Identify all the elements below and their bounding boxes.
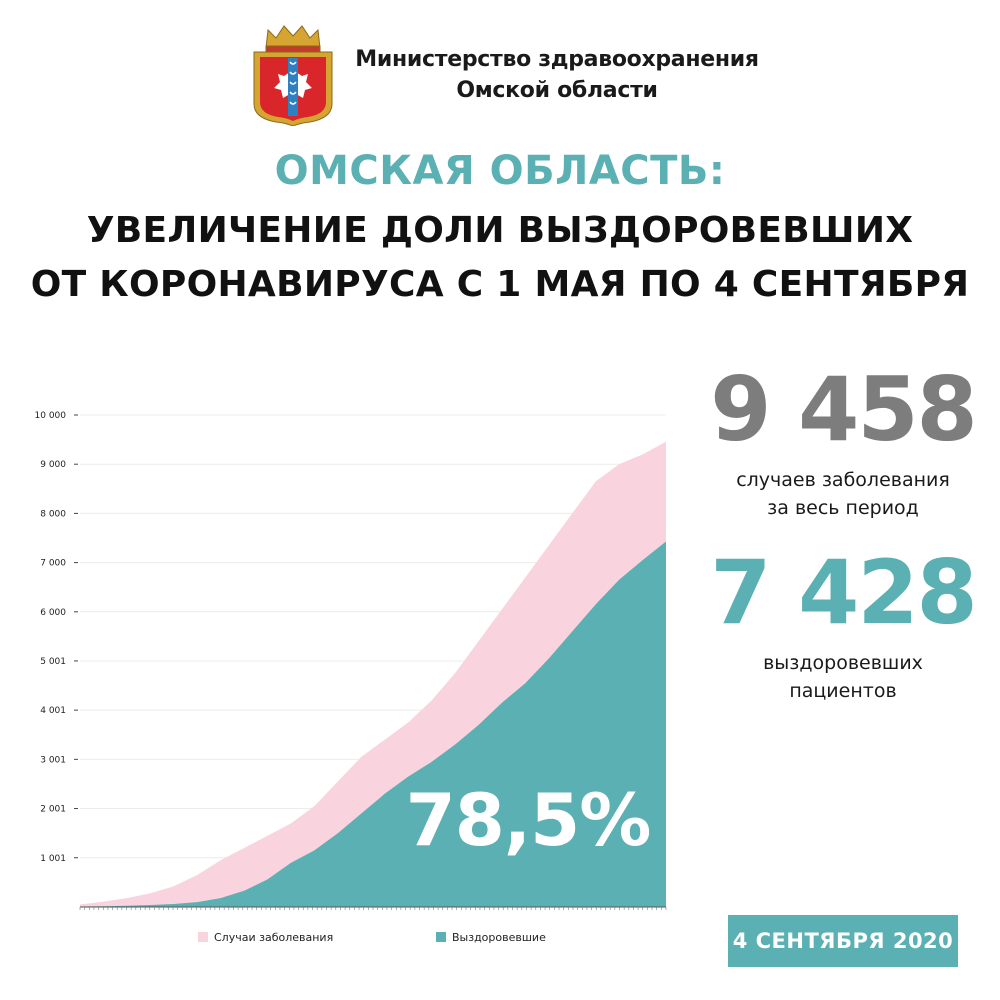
share-annotation: 78,5% <box>406 778 651 862</box>
y-tick-label: 1 001 <box>40 854 66 864</box>
recovered-area <box>80 541 666 907</box>
y-tick-label: 8 000 <box>40 509 66 519</box>
y-tick-label: 9 000 <box>40 460 66 470</box>
title-kicker: ОМСКАЯ ОБЛАСТЬ: <box>274 148 726 194</box>
legend-label-recovered: Выздоровевшие <box>452 931 546 944</box>
legend-swatch-cases <box>198 932 208 942</box>
title-line-2: ОТ КОРОНАВИРУСА С 1 МАЯ ПО 4 СЕНТЯБРЯ <box>30 264 970 305</box>
y-tick-label: 4 001 <box>40 706 66 716</box>
y-tick-label: 3 001 <box>40 755 66 765</box>
emblem-river <box>288 58 298 116</box>
y-tick-label: 2 001 <box>40 805 66 815</box>
recovered-label: выздоровевших пациентов <box>693 649 993 705</box>
cases-count: 9 458 <box>710 358 978 461</box>
y-tick-label: 5 001 <box>40 657 66 667</box>
y-tick-label: 6 000 <box>40 608 66 618</box>
legend-label-cases: Случаи заболевания <box>214 931 333 944</box>
emblem-river-waves <box>289 61 297 105</box>
emblem-crown-band <box>265 45 321 53</box>
area-chart: 1 001 2 001 3 001 4 001 5 001 6 000 7 000 8 000… <box>35 411 667 944</box>
recovered-label-line-1: выздоровевших <box>763 652 923 674</box>
emblem-crown <box>265 25 321 49</box>
omsk-coat-of-arms <box>253 25 333 126</box>
page-title: УВЕЛИЧЕНИЕ ДОЛИ ВЫЗДОРОВЕВШИХ ОТ КОРОНАВ… <box>0 204 1000 312</box>
date-badge: 4 СЕНТЯБРЯ 2020 <box>728 915 958 967</box>
ministry-line-1: Министерство здравоохранения <box>355 47 759 72</box>
ministry-line-2: Омской области <box>456 78 658 103</box>
cases-label: случаев заболевания за весь период <box>693 466 993 522</box>
cases-label-line-2: за весь период <box>767 497 919 519</box>
ministry-name: Министерство здравоохранения Омской обла… <box>352 44 762 106</box>
y-tick-label: 7 000 <box>40 559 66 569</box>
recovered-count: 7 428 <box>710 541 978 644</box>
legend-swatch-recovered <box>436 932 446 942</box>
y-tick-label: 10 000 <box>35 411 67 421</box>
recovered-label-line-2: пациентов <box>789 680 897 702</box>
cases-label-line-1: случаев заболевания <box>736 469 950 491</box>
title-line-1: УВЕЛИЧЕНИЕ ДОЛИ ВЫЗДОРОВЕВШИХ <box>86 210 914 251</box>
